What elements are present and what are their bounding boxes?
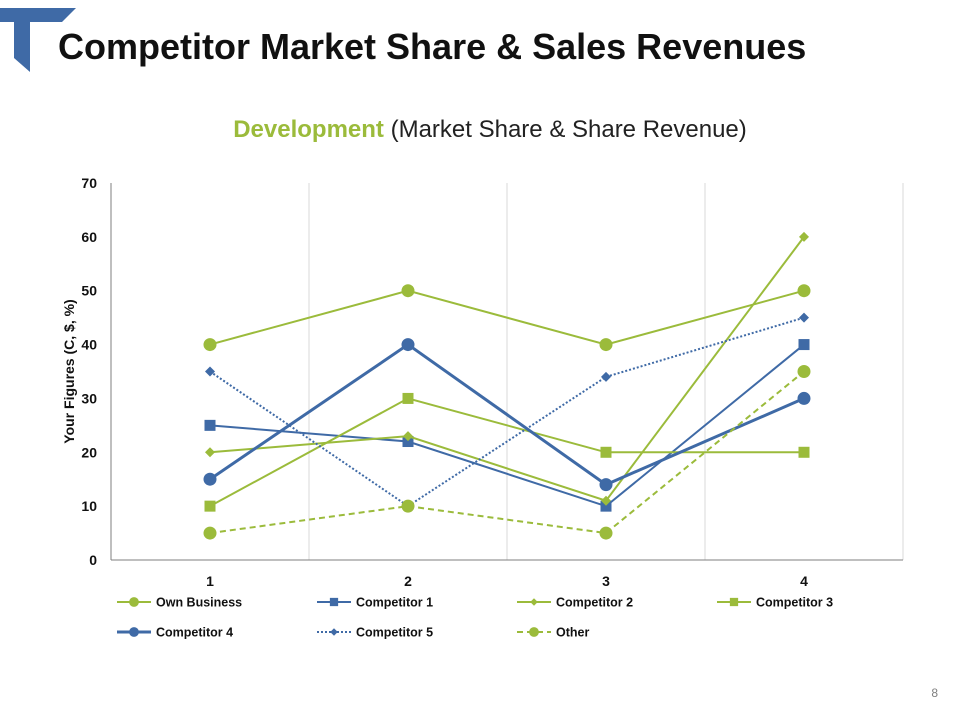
data-point — [204, 500, 216, 512]
y-tick-label: 50 — [81, 283, 97, 299]
data-point — [798, 446, 810, 458]
chart-title: Development (Market Share & Share Revenu… — [0, 116, 960, 144]
series-line — [209, 316, 805, 508]
data-point — [600, 500, 612, 512]
y-tick-label: 10 — [81, 498, 97, 514]
legend-marker — [129, 627, 139, 637]
data-point — [402, 392, 414, 404]
page-title: Competitor Market Share & Sales Revenues — [58, 26, 807, 67]
data-point — [599, 338, 613, 352]
series-competitor-1 — [204, 339, 810, 512]
legend-label: Other — [556, 626, 589, 640]
data-point — [798, 339, 810, 351]
legend-item-competitor-2: Competitor 2 — [517, 596, 633, 610]
data-point — [601, 371, 611, 382]
x-tick-label: 1 — [206, 573, 214, 589]
y-tick-label: 40 — [81, 337, 97, 353]
series-line — [209, 397, 804, 508]
legend-item-competitor-5: Competitor 5 — [317, 626, 433, 640]
legend-marker — [129, 597, 139, 607]
data-point — [204, 419, 216, 431]
y-tick-label: 60 — [81, 229, 97, 245]
y-tick-label: 30 — [81, 390, 97, 406]
x-tick-label: 2 — [404, 573, 412, 589]
series-competitor-4 — [203, 338, 811, 492]
legend-label: Own Business — [156, 596, 242, 610]
data-point — [797, 365, 811, 378]
legend-marker — [529, 627, 539, 637]
legend-label: Competitor 2 — [556, 596, 633, 610]
legend-item-competitor-1: Competitor 1 — [317, 596, 433, 610]
data-point — [401, 499, 415, 513]
data-point — [205, 366, 215, 377]
data-point — [599, 478, 613, 492]
series-line — [209, 289, 805, 346]
data-point — [601, 495, 611, 506]
data-point — [401, 338, 415, 352]
data-point — [600, 446, 612, 458]
legend-item-competitor-3: Competitor 3 — [717, 596, 833, 610]
page-number: 8 — [931, 686, 938, 700]
series-line — [209, 342, 805, 487]
y-tick-label: 0 — [89, 552, 97, 568]
legend-label: Competitor 1 — [356, 596, 433, 610]
data-point — [799, 312, 809, 323]
series-competitor-3 — [204, 392, 810, 512]
legend-marker — [729, 597, 739, 607]
legend-label: Competitor 5 — [356, 626, 433, 640]
data-point — [203, 472, 217, 486]
data-point — [599, 526, 613, 540]
data-point — [401, 284, 415, 298]
data-point — [797, 391, 811, 405]
data-point — [403, 431, 413, 442]
legend-item-own-business: Own Business — [117, 596, 242, 610]
data-point — [799, 231, 809, 242]
data-point — [203, 526, 217, 540]
series-line — [209, 343, 805, 508]
series-competitor-2 — [205, 231, 809, 506]
series-other — [203, 365, 811, 540]
y-axis-label: Your Figures (C, $, %) — [61, 299, 77, 443]
legend-label: Competitor 3 — [756, 596, 833, 610]
chart-title-rest: (Market Share & Share Revenue) — [390, 116, 747, 143]
legend-marker — [329, 597, 339, 607]
data-point — [203, 338, 217, 352]
data-point — [205, 447, 215, 458]
series-own-business — [203, 284, 811, 352]
data-point — [402, 436, 414, 448]
legend-item-competitor-4: Competitor 4 — [117, 626, 233, 640]
legend-marker — [330, 628, 338, 636]
y-tick-label: 20 — [81, 444, 97, 460]
x-tick-label: 4 — [800, 573, 808, 589]
y-tick-label: 70 — [81, 175, 97, 191]
x-tick-label: 3 — [602, 573, 610, 589]
legend-label: Competitor 4 — [156, 626, 233, 640]
corner-logo-icon — [0, 8, 76, 72]
logo-stem — [14, 8, 30, 72]
data-point — [797, 284, 811, 298]
legend-item-other: Other — [517, 626, 589, 640]
series-line — [209, 236, 805, 502]
chart-title-emphasis: Development — [233, 116, 384, 143]
legend-marker — [530, 598, 538, 606]
